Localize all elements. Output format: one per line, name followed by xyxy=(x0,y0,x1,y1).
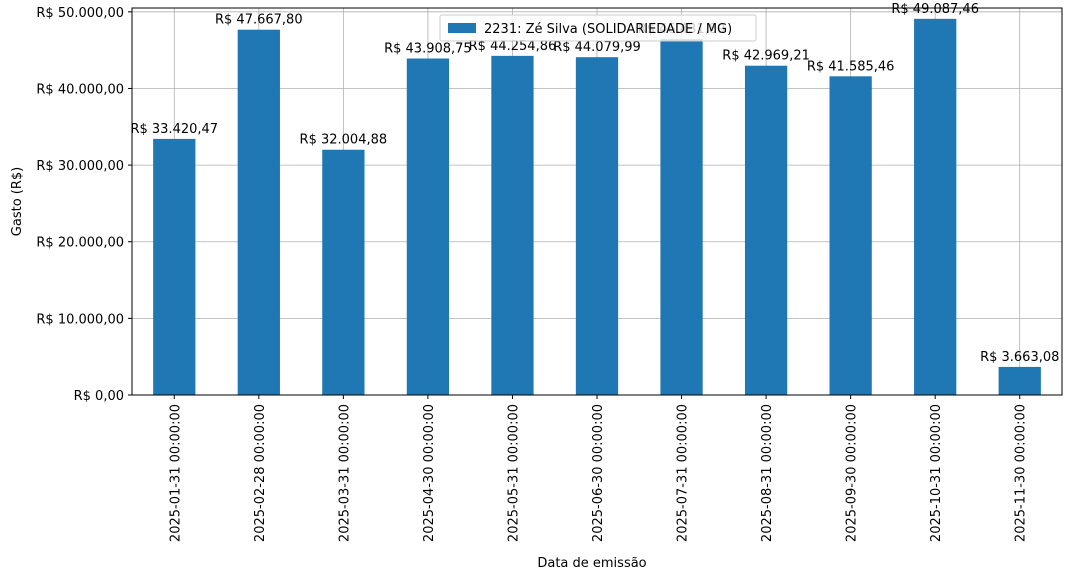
y-axis: R$ 0,00 R$ 10.000,00 R$ 20.000,00 R$ 30.000… xyxy=(36,6,132,404)
y-tick-label: R$ 0,00 xyxy=(74,389,124,404)
bar xyxy=(491,55,534,395)
bar xyxy=(237,29,280,395)
x-tick-label: 2025-10-31 00:00:00 xyxy=(929,404,944,542)
x-tick-label: 2025-09-30 00:00:00 xyxy=(845,404,860,542)
y-axis-title: Gasto (R$) xyxy=(10,167,25,236)
bar xyxy=(406,58,450,395)
bars-layer xyxy=(153,18,1041,396)
bar-value-label: R$ 43.908,75 xyxy=(384,42,472,57)
x-axis-title: Data de emissão xyxy=(537,556,646,571)
x-tick-label: 2025-06-30 00:00:00 xyxy=(591,404,606,542)
bar-value-label: R$ 47.667,80 xyxy=(215,13,303,28)
y-tick-label: R$ 10.000,00 xyxy=(36,312,124,327)
x-tick-label: 2025-07-31 00:00:00 xyxy=(676,404,691,542)
bar-value-label: R$ 42.969,21 xyxy=(722,49,810,64)
bar xyxy=(914,18,957,396)
bar-value-label: R$ 3.663,08 xyxy=(980,350,1059,365)
legend: 2231: Zé Silva (SOLIDARIEDADE / MG) xyxy=(439,14,757,42)
x-tick-label: 2025-04-30 00:00:00 xyxy=(422,404,437,542)
bar xyxy=(575,57,619,396)
bar-value-label: R$ 33.420,47 xyxy=(130,122,218,137)
bar-value-label: R$ 41.585,46 xyxy=(807,59,895,74)
x-tick-label: 2025-11-30 00:00:00 xyxy=(1014,404,1029,542)
bar xyxy=(744,65,788,395)
bar xyxy=(660,39,703,396)
bar-value-label: R$ 49.087,46 xyxy=(891,2,979,17)
x-tick-label: 2025-03-31 00:00:00 xyxy=(337,404,352,542)
legend-box xyxy=(439,14,757,42)
legend-swatch xyxy=(448,23,476,33)
bar xyxy=(322,149,365,395)
y-tick-label: R$ 30.000,00 xyxy=(36,159,124,174)
y-tick-label: R$ 20.000,00 xyxy=(36,236,124,251)
legend-label: 2231: Zé Silva (SOLIDARIEDADE / MG) xyxy=(484,22,732,37)
bar-value-label: R$ 44.079,99 xyxy=(553,40,641,55)
x-tick-label: 2025-02-28 00:00:00 xyxy=(253,404,268,542)
y-tick-label: R$ 50.000,00 xyxy=(36,6,124,21)
bar-value-label: R$ 44.254,86 xyxy=(469,39,557,54)
x-tick-label: 2025-05-31 00:00:00 xyxy=(506,404,521,542)
y-tick-label: R$ 40.000,00 xyxy=(36,82,124,97)
x-tick-label: 2025-01-31 00:00:00 xyxy=(168,404,183,542)
bar xyxy=(829,76,872,396)
bar-labels-layer: R$ 33.420,47 R$ 47.667,80 R$ 32.004,88 R$ 4… xyxy=(130,2,1059,365)
x-tick-label: 2025-08-31 00:00:00 xyxy=(760,404,775,542)
bar xyxy=(998,366,1041,395)
bar-value-label: R$ 32.004,88 xyxy=(300,133,388,148)
x-axis: 2025-01-31 00:00:00 2025-02-28 00:00:00 20… xyxy=(168,395,1029,542)
bar xyxy=(153,138,196,395)
